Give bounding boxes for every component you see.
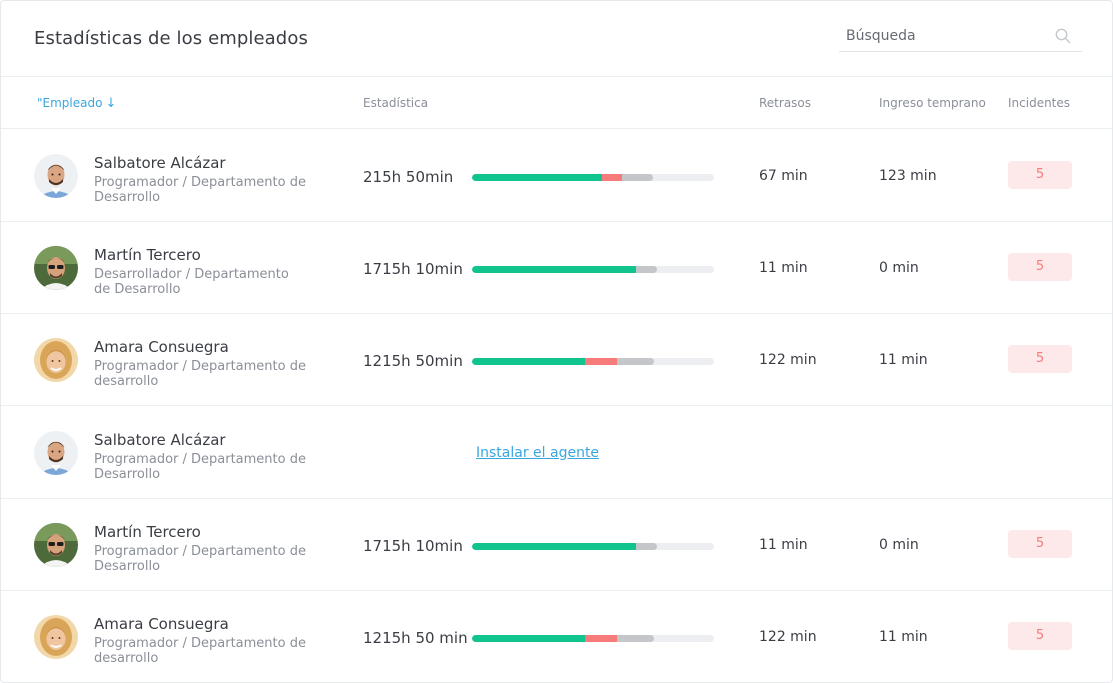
- table-row[interactable]: Martín Tercero Desarrollador / Departamen…: [1, 222, 1112, 315]
- avatar: [34, 154, 78, 198]
- column-statistic: Estadística: [363, 96, 429, 110]
- table-row[interactable]: Amara Consuegra Programador / Departament…: [1, 314, 1112, 407]
- delay-time: 122 min: [759, 352, 817, 369]
- search-icon[interactable]: [1054, 27, 1072, 45]
- incidents-badge[interactable]: 5: [1008, 161, 1072, 189]
- employee-name: Martín Tercero: [94, 246, 201, 265]
- incidents-badge[interactable]: 5: [1008, 529, 1072, 558]
- table-row[interactable]: Salbatore Alcázar Programador / Departame…: [1, 407, 1112, 499]
- card-header: Estadísticas de los empleados: [1, 1, 1112, 77]
- statistic-bar-worked: [472, 266, 637, 274]
- early-entry-time: 11 min: [879, 629, 928, 645]
- statistic-bar-other: [618, 174, 653, 181]
- incidents-badge[interactable]: 5: [1008, 345, 1072, 374]
- column-early: Ingreso temprano: [879, 96, 986, 110]
- employee-role: Programador / Departamento de Desarrollo: [94, 543, 306, 574]
- employee-role: Programador / Departamento de Desarrollo: [94, 175, 306, 205]
- worked-hours: 1215h 50min: [363, 352, 463, 371]
- table-header: "Empleado ↓ Estadística Retrasos Ingreso …: [1, 77, 1112, 129]
- avatar: [34, 615, 78, 659]
- table-row[interactable]: Amara Consuegra Programador / Departament…: [1, 591, 1112, 683]
- statistic-bar-delay: [601, 174, 623, 181]
- statistic-bar-delay: [585, 358, 617, 366]
- sort-down-icon: ↓: [105, 96, 117, 111]
- statistic-bar-other: [612, 358, 654, 366]
- avatar: [34, 338, 78, 383]
- early-entry-time: 0 min: [879, 260, 919, 277]
- statistic-bar: [472, 358, 714, 366]
- statistic-bar-other: [632, 266, 658, 274]
- statistic-bar-worked: [472, 635, 585, 642]
- statistic-bar: [472, 174, 714, 181]
- column-incidents: Incidentes: [1008, 96, 1071, 110]
- column-employee-sort[interactable]: "Empleado ↓: [37, 96, 116, 111]
- statistic-bar-worked: [472, 174, 602, 181]
- search-box[interactable]: [839, 20, 1082, 52]
- install-agent-link[interactable]: Instalar el agente: [476, 444, 600, 461]
- avatar: [34, 246, 78, 291]
- incidents-badge[interactable]: 5: [1008, 253, 1072, 282]
- statistic-bar-worked: [472, 542, 637, 550]
- statistic-bar-other: [612, 635, 654, 642]
- table-row[interactable]: Salbatore Alcázar Programador / Departame…: [1, 130, 1112, 222]
- column-employee-label: "Empleado: [37, 96, 103, 110]
- column-delays: Retrasos: [759, 96, 812, 110]
- early-entry-time: 0 min: [879, 536, 919, 553]
- employee-role: Programador / Departamento de desarrollo: [94, 359, 306, 390]
- early-entry-time: 123 min: [879, 168, 937, 184]
- employee-role: Programador / Departamento de Desarrollo: [94, 451, 306, 482]
- statistic-bar: [472, 266, 714, 274]
- employee-name: Salbatore Alcázar: [94, 154, 226, 172]
- employee-role: Desarrollador / Departamento de Desarrol…: [94, 267, 289, 298]
- worked-hours: 1715h 10min: [363, 536, 463, 555]
- statistic-bar: [472, 635, 714, 642]
- employee-name: Amara Consuegra: [94, 338, 229, 357]
- incidents-badge[interactable]: 5: [1008, 622, 1072, 650]
- delay-time: 122 min: [759, 629, 817, 645]
- worked-hours: 1715h 10min: [363, 260, 463, 279]
- worked-hours: 215h 50min: [363, 168, 454, 186]
- employee-name: Martín Tercero: [94, 522, 201, 541]
- early-entry-time: 11 min: [879, 352, 928, 369]
- delay-time: 11 min: [759, 260, 808, 277]
- worked-hours: 1215h 50 min: [363, 629, 468, 647]
- search-input[interactable]: [846, 24, 1046, 48]
- statistic-bar-other: [632, 542, 658, 550]
- delay-time: 67 min: [759, 168, 808, 184]
- table-row[interactable]: Martín Tercero Programador / Departamento…: [1, 499, 1112, 591]
- statistic-bar: [472, 542, 714, 550]
- page-title: Estadísticas de los empleados: [34, 28, 308, 49]
- delay-time: 11 min: [759, 536, 808, 553]
- statistic-bar-worked: [472, 358, 585, 366]
- employee-name: Amara Consuegra: [94, 615, 229, 633]
- statistic-bar-delay: [585, 635, 617, 642]
- employee-role: Programador / Departamento de desarrollo: [94, 636, 306, 666]
- avatar: [34, 522, 78, 567]
- avatar: [34, 430, 78, 475]
- employee-name: Salbatore Alcázar: [94, 430, 226, 449]
